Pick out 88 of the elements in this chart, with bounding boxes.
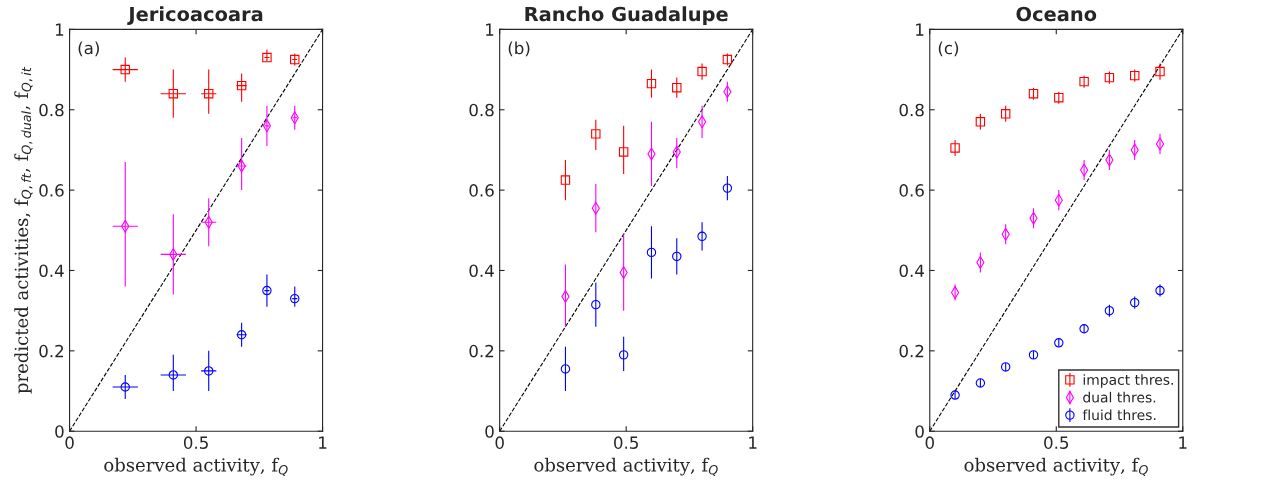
point — [1028, 350, 1039, 360]
y-tick-label: 0.8 — [469, 103, 494, 117]
point — [672, 82, 682, 93]
point — [1129, 297, 1140, 308]
point — [1155, 66, 1165, 77]
x-tick-label: 1 — [319, 436, 327, 449]
point — [1054, 338, 1064, 348]
chart-title: Oceano — [1016, 6, 1097, 22]
y-tick-label: 1 — [486, 23, 494, 36]
annotation: (c) — [938, 41, 959, 57]
annotation: (a) — [78, 41, 99, 57]
point — [560, 364, 571, 374]
point — [120, 64, 130, 75]
y-tick-label: 0.4 — [469, 264, 494, 278]
point — [618, 350, 629, 360]
point — [1054, 92, 1064, 103]
x-tick-label: 0.5 — [614, 436, 638, 449]
point — [618, 147, 629, 157]
y-axis-title: predicted activities, f$_{Q,ft}$, f$_{Q,dual}$, f$_{Q,it}$ — [14, 66, 33, 394]
legend-label: fluid thres. — [1082, 409, 1156, 421]
point — [1129, 70, 1140, 81]
point — [1104, 305, 1115, 316]
point — [697, 66, 707, 77]
point — [560, 175, 571, 185]
point — [262, 285, 272, 296]
y-tick-label: 0.6 — [39, 184, 64, 197]
x-axis-title: observed activity, f$_{Q}$ — [104, 457, 288, 477]
point — [697, 115, 707, 129]
point — [950, 390, 960, 400]
point — [290, 54, 300, 65]
point — [1104, 72, 1115, 83]
point — [1000, 109, 1011, 119]
x-axis-title: observed activity, f$_{Q}$ — [534, 457, 718, 477]
y-tick-label: 0.2 — [899, 344, 924, 358]
point — [120, 382, 130, 392]
y-tick-label: 1 — [916, 23, 924, 36]
x-tick-label: 0 — [65, 436, 74, 449]
point — [262, 52, 272, 63]
point — [204, 366, 214, 376]
x-tick-label: 0 — [925, 436, 934, 449]
point — [168, 88, 179, 99]
point — [697, 231, 707, 242]
x-tick-label: 0 — [495, 436, 504, 449]
x-tick-label: 0.5 — [1044, 436, 1069, 449]
point — [975, 378, 986, 388]
x-tick-label: 1 — [1179, 436, 1187, 449]
y-tick-label: 0.4 — [39, 264, 64, 278]
y-tick-label: 0.8 — [899, 103, 924, 117]
point — [236, 330, 247, 340]
point — [591, 299, 601, 310]
y-tick-label: 0 — [485, 425, 494, 438]
point — [950, 286, 960, 300]
chart-title: Rancho Guadalupe — [525, 6, 728, 26]
point — [975, 117, 986, 127]
y-tick-label: 0.8 — [39, 103, 64, 117]
point — [1028, 88, 1039, 99]
point — [672, 251, 682, 262]
x-tick-label: 0.5 — [183, 436, 208, 449]
point — [290, 293, 300, 304]
legend-label: impact thres. — [1083, 374, 1173, 388]
x-axis-title: observed activity, f$_{Q}$ — [964, 457, 1148, 477]
point — [1079, 324, 1089, 334]
x-tick-label: 1 — [749, 436, 757, 449]
point — [236, 80, 247, 91]
point — [950, 143, 960, 153]
annotation: (b) — [508, 41, 530, 57]
point — [591, 129, 601, 139]
point — [722, 54, 733, 65]
y-tick-label: 0.6 — [469, 184, 494, 197]
legend-label: dual thres. — [1083, 391, 1156, 403]
y-tick-label: 0.2 — [469, 344, 494, 358]
y-tick-label: 0 — [915, 425, 924, 438]
point — [1000, 362, 1011, 372]
point — [168, 370, 179, 380]
y-tick-label: 0.2 — [39, 344, 64, 358]
y-tick-label: 0.4 — [899, 264, 924, 278]
chart-title: Jericoacoara — [127, 6, 263, 25]
point — [1155, 137, 1165, 151]
y-tick-label: 0.6 — [899, 184, 924, 197]
point — [646, 78, 657, 89]
y-tick-label: 1 — [55, 23, 64, 36]
y-tick-label: 0 — [55, 425, 64, 438]
point — [1079, 76, 1089, 87]
point — [722, 183, 733, 193]
point — [204, 88, 214, 99]
point — [646, 247, 657, 258]
point — [1155, 285, 1165, 296]
point — [262, 119, 272, 133]
